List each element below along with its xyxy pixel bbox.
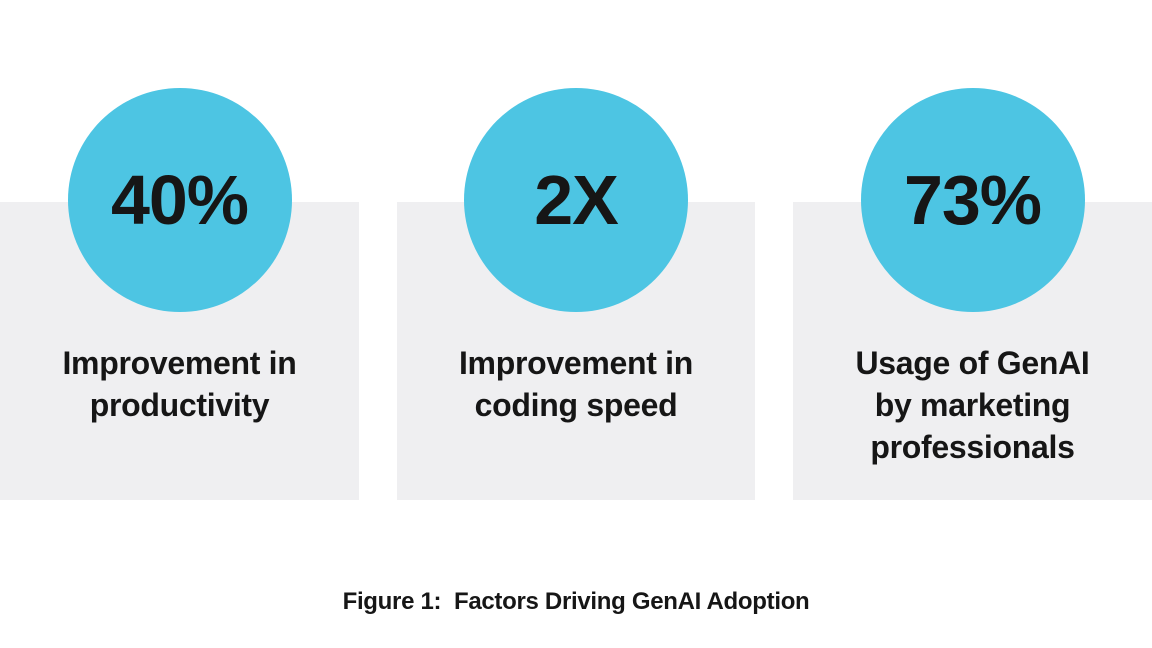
stat-label-marketing-usage: Usage of GenAI by marketing professional… bbox=[855, 345, 1090, 465]
stat-circle-marketing-usage: 73% bbox=[860, 88, 1085, 312]
figure-caption: Figure 1: Factors Driving GenAI Adoption bbox=[342, 588, 810, 615]
stat-card-coding-speed: 2X Improvement in coding speed bbox=[397, 88, 755, 500]
stat-label-coding-speed: Improvement in coding speed bbox=[458, 345, 694, 423]
stat-value-productivity: 40% bbox=[110, 161, 249, 239]
stat-value-coding-speed: 2X bbox=[534, 161, 619, 239]
stat-card-productivity: 40% Improvement in productivity bbox=[0, 88, 359, 500]
stat-label-productivity: Improvement in productivity bbox=[62, 345, 297, 423]
stat-card-marketing-usage: 73% Usage of GenAI by marketing professi… bbox=[793, 88, 1152, 500]
stat-circle-productivity: 40% bbox=[67, 88, 292, 312]
stat-value-marketing-usage: 73% bbox=[903, 161, 1042, 239]
stat-circle-coding-speed: 2X bbox=[464, 88, 688, 312]
